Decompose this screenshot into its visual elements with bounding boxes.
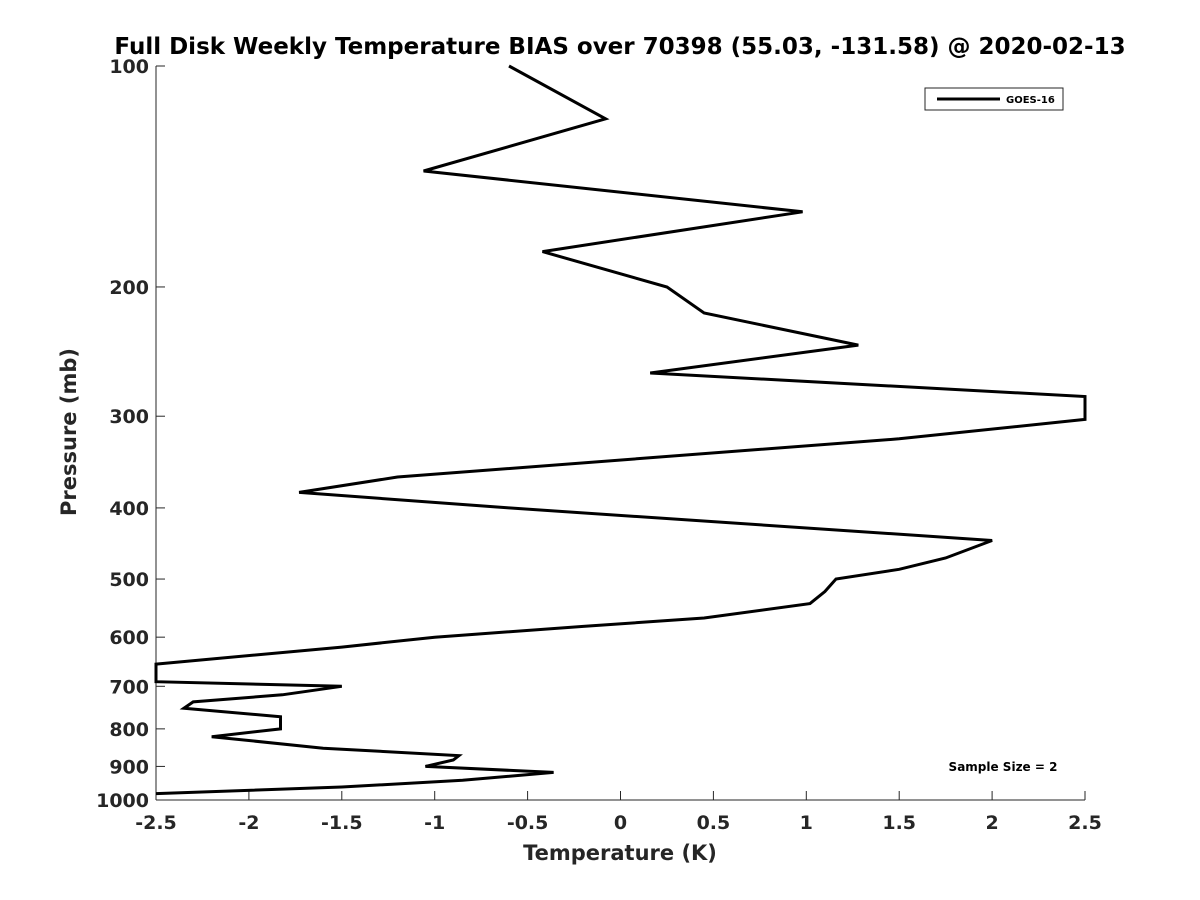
y-tick-label: 500 [109,569,149,591]
x-tick-label: 0.5 [697,812,731,834]
x-tick-label: -1.5 [321,812,363,834]
y-tick-label: 400 [109,498,149,520]
y-tick-label: 700 [109,676,149,698]
x-tick-label: -2.5 [135,812,177,834]
y-tick-label: 900 [109,756,149,778]
sample-size-annotation: Sample Size = 2 [949,760,1058,774]
y-tick-label: 600 [109,627,149,649]
y-axis-label: Pressure (mb) [57,348,81,516]
x-tick-label: -0.5 [507,812,549,834]
x-tick-label: 1 [800,812,813,834]
x-axis-label: Temperature (K) [523,841,717,865]
x-tick-label: 2.5 [1068,812,1102,834]
x-tick-label: 2 [985,812,998,834]
y-tick-label: 200 [109,277,149,299]
series-layer [154,64,1087,796]
axes: -2.5 -2 -1.5 -1 -0.5 0 0.5 1 1.5 2 2.5 100 200 300 400… [96,56,1102,834]
series-line-goes-16 [154,64,1087,796]
x-tick-label: -1 [424,812,445,834]
y-tick-label: 1000 [96,790,149,812]
x-tick-label: 1.5 [882,812,916,834]
x-tick-label: -2 [238,812,259,834]
y-tick-label: 300 [109,406,149,428]
chart-title: Full Disk Weekly Temperature BIAS over 7… [114,34,1125,60]
y-tick-label: 800 [109,719,149,741]
y-tick-label: 100 [109,56,149,78]
legend-entry-goes-16: GOES-16 [1006,95,1055,106]
legend: GOES-16 [924,87,1064,111]
x-tick-label: 0 [614,812,627,834]
